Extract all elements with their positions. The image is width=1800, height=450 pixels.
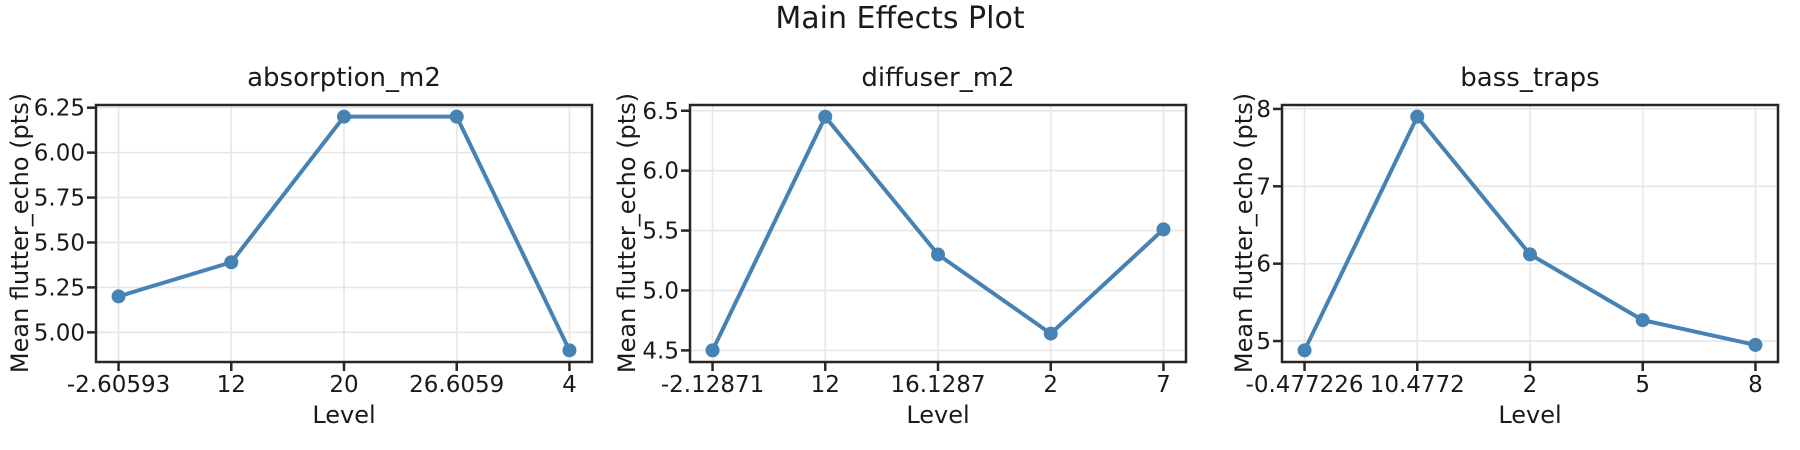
y-tick-label: 5.50 [34, 230, 85, 256]
x-tick-label: 2 [1043, 372, 1058, 398]
data-point-marker [1297, 343, 1312, 358]
y-tick-label: 5.0 [642, 278, 679, 304]
y-axis-label: Mean flutter_echo (pts) [1230, 92, 1259, 374]
x-tick-label: 16.1287 [890, 372, 985, 398]
y-tick-label: 5.25 [34, 275, 85, 301]
x-tick-label: 4 [562, 372, 577, 398]
y-tick-label: 6.5 [642, 99, 679, 125]
data-point-marker [1410, 109, 1425, 124]
y-tick-label: 6 [1256, 252, 1271, 278]
data-point-marker [1523, 247, 1537, 262]
y-tick-label: 6.00 [34, 141, 85, 167]
x-tick-label: -2.60593 [67, 372, 170, 398]
x-axis-label: Level [312, 401, 376, 429]
data-point-marker [1156, 222, 1171, 237]
x-tick-label: 8 [1748, 372, 1763, 398]
x-axis-label: Level [1498, 401, 1562, 429]
x-tick-label: -0.477226 [1246, 372, 1364, 398]
x-tick-label: 20 [329, 372, 358, 398]
data-point-marker [449, 109, 464, 124]
x-axis-label: Level [906, 401, 970, 429]
x-tick-label: 7 [1156, 372, 1171, 398]
x-tick-label: -2.12871 [661, 372, 764, 398]
y-axis-label: Mean flutter_echo (pts) [5, 92, 34, 374]
data-point-marker [1748, 337, 1763, 352]
data-point-marker [562, 343, 577, 358]
y-tick-label: 8 [1256, 97, 1271, 123]
data-point-marker [111, 289, 126, 304]
data-point-marker [931, 247, 945, 262]
figure-title: Main Effects Plot [775, 1, 1025, 36]
data-point-marker [818, 109, 833, 124]
data-point-marker [1043, 326, 1058, 341]
y-axis-label: Mean flutter_echo (pts) [612, 92, 641, 374]
y-tick-label: 4.5 [642, 338, 679, 364]
data-point-marker [337, 109, 351, 124]
x-tick-label: 5 [1635, 372, 1650, 398]
y-tick-label: 5.75 [34, 186, 85, 212]
data-point-marker [1635, 313, 1650, 328]
x-tick-label: 12 [217, 372, 246, 398]
y-tick-label: 6.25 [34, 96, 85, 122]
x-tick-label: 10.4772 [1370, 372, 1465, 398]
subplot-title: absorption_m2 [247, 63, 441, 93]
data-point-marker [224, 255, 239, 270]
y-tick-label: 7 [1256, 174, 1271, 200]
y-tick-label: 5.00 [34, 320, 85, 346]
y-tick-label: 5.5 [642, 219, 679, 245]
data-point-marker [705, 343, 720, 358]
subplot-title: diffuser_m2 [861, 63, 1015, 93]
y-tick-label: 6.0 [642, 159, 679, 185]
x-tick-label: 2 [1523, 372, 1538, 398]
subplot-title: bass_traps [1460, 63, 1600, 93]
x-tick-label: 12 [811, 372, 840, 398]
x-tick-label: 26.6059 [409, 372, 504, 398]
y-tick-label: 5 [1256, 329, 1271, 355]
